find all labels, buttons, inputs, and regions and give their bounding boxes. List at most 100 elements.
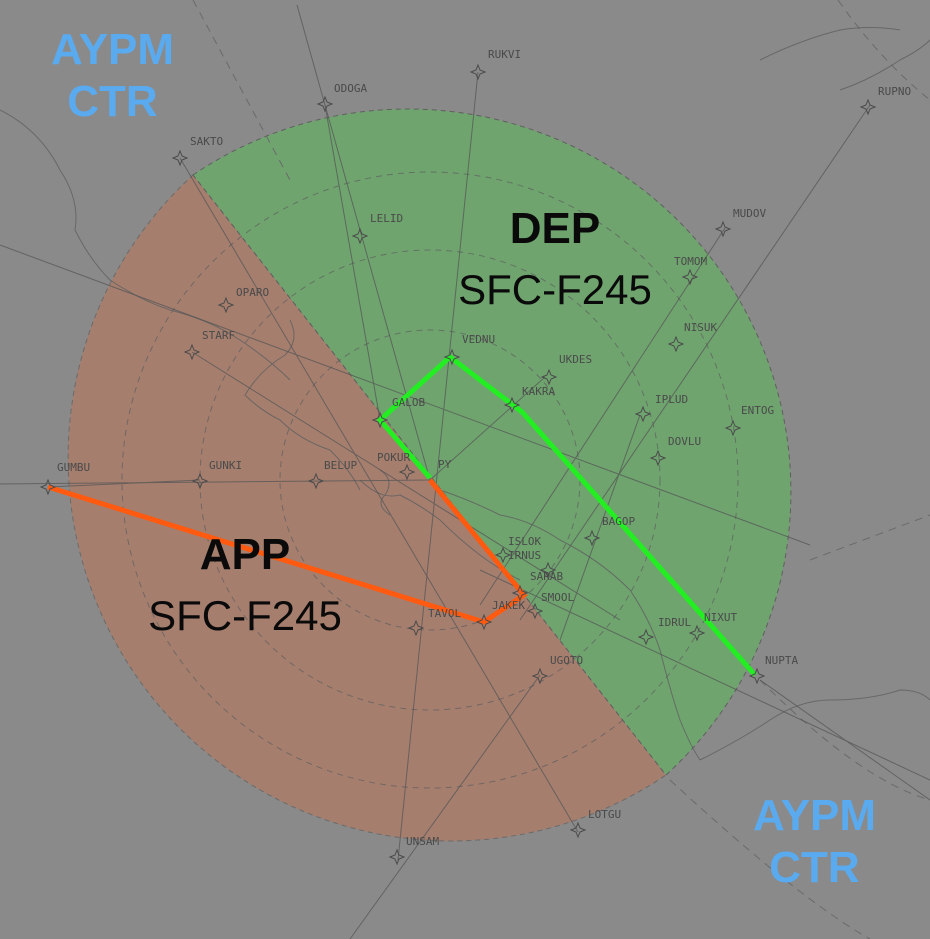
waypoint-bagop: BAGOP <box>583 515 635 547</box>
waypoint-label: SAKTO <box>190 135 223 148</box>
waypoint-label: POKUR <box>377 451 410 464</box>
ctr-label-line2: CTR <box>769 843 860 892</box>
waypoint-galob: GALOB <box>371 396 425 429</box>
waypoint-icon <box>634 405 652 423</box>
waypoint-ukdes: UKDES <box>540 353 592 386</box>
waypoint-tavol: TAVOL <box>407 607 461 637</box>
waypoint-label: RUPNO <box>878 85 911 98</box>
departure-route <box>376 353 757 677</box>
waypoint-label: NUPTA <box>765 654 798 667</box>
waypoint-label: LELID <box>370 212 403 225</box>
waypoint-icon <box>469 63 487 81</box>
waypoint-lelid: LELID <box>351 212 403 245</box>
waypoint-label: IRNUS <box>508 549 541 562</box>
waypoint-icon <box>443 348 461 366</box>
waypoint-label: IDRUL <box>658 616 691 629</box>
ctr-label-top-left: AYPM CTR <box>40 24 185 128</box>
ctr-label-line1: AYPM <box>752 791 877 840</box>
waypoint-icon <box>637 628 655 646</box>
waypoint-label: NISUK <box>684 321 717 334</box>
waypoint-icon <box>191 472 209 490</box>
waypoint-label: STARF <box>202 329 235 342</box>
waypoint-label: IPLUD <box>655 393 688 406</box>
waypoint-icon <box>388 848 406 866</box>
ctr-label-line2: CTR <box>67 77 158 126</box>
waypoint-label: GUNKI <box>209 459 242 472</box>
waypoint-mudov: MUDOV <box>714 207 766 238</box>
approach-sector <box>67 174 667 842</box>
waypoint-icon <box>748 667 766 685</box>
waypoint-rupno: RUPNO <box>859 85 911 116</box>
waypoint-icon <box>494 546 512 564</box>
waypoint-icon <box>351 227 369 245</box>
waypoint-icon <box>307 472 325 490</box>
waypoint-icon <box>859 98 877 116</box>
waypoint-entog: ENTOG <box>724 404 774 437</box>
waypoint-lotgu: LOTGU <box>569 808 621 839</box>
waypoint-label: UKDES <box>559 353 592 366</box>
waypoint-label: ISLOK <box>508 535 541 548</box>
waypoint-icon <box>407 619 425 637</box>
waypoint-label: UGOTO <box>550 654 583 667</box>
waypoint-label: ENTOG <box>741 404 774 417</box>
waypoint-kakra: KAKRA <box>503 385 555 414</box>
waypoint-label: TOMOM <box>674 255 707 268</box>
waypoint-islok: ISLOK <box>494 535 541 564</box>
waypoint-label: KAKRA <box>522 385 555 398</box>
waypoint-idrul: IDRUL <box>637 616 691 646</box>
approach-route <box>47 478 528 625</box>
waypoint-icon <box>475 613 493 631</box>
waypoint-label: MUDOV <box>733 207 766 220</box>
ctr-label-bottom-right: AYPM CTR <box>742 790 887 894</box>
waypoints: RUKVI ODOGA RUPNO SAKTO LELID MUDOV TOMOM OPARO… <box>39 48 911 866</box>
waypoint-rukvi: RUKVI <box>469 48 521 81</box>
waypoint-label: TAVOL <box>428 607 461 620</box>
airways <box>0 4 930 939</box>
waypoint-label: VEDNU <box>462 333 495 346</box>
waypoint-jakek: JAKEK <box>475 599 525 631</box>
waypoint-label: RUKVI <box>488 48 521 61</box>
waypoint-label: LOTGU <box>588 808 621 821</box>
waypoint-label: GUMBU <box>57 461 90 474</box>
waypoint-icon <box>526 602 544 620</box>
approach-sector-altitude: SFC-F245 <box>148 592 342 639</box>
ctr-boundaries <box>192 0 930 939</box>
waypoint-icon <box>540 368 558 386</box>
waypoint-icon <box>531 667 549 685</box>
waypoint-starf: STARF <box>183 329 235 361</box>
waypoint-icon <box>569 821 587 839</box>
waypoint-label: SMOOL <box>541 591 574 604</box>
waypoint-icon <box>371 411 389 429</box>
waypoint-ugoto: UGOTO <box>531 654 583 685</box>
waypoint-icon <box>316 95 334 113</box>
waypoint-label: SARAB <box>530 570 563 583</box>
waypoint-nupta: NUPTA <box>748 654 798 685</box>
waypoint-sakto: SAKTO <box>171 135 223 167</box>
waypoint-label: OPARO <box>236 286 269 299</box>
waypoint-label: ODOGA <box>334 82 367 95</box>
waypoint-icon <box>511 584 529 602</box>
waypoint-nixut: NIXUT <box>688 611 737 642</box>
waypoint-icon <box>39 478 57 496</box>
airport-label: PY <box>438 458 452 471</box>
waypoint-label: DOVLU <box>668 435 701 448</box>
waypoint-label: GALOB <box>392 396 425 409</box>
waypoint-label: BELUP <box>324 459 357 472</box>
waypoint-label: NIXUT <box>704 611 737 624</box>
waypoint-icon <box>398 463 416 481</box>
waypoint-unsam: UNSAM <box>388 835 439 866</box>
waypoint-vednu: VEDNU <box>443 333 495 366</box>
waypoint-iplud: IPLUD <box>634 393 688 423</box>
departure-sector-name: DEP <box>509 204 601 253</box>
waypoint-icon <box>714 220 732 238</box>
waypoint-oparo: OPARO <box>217 286 269 314</box>
waypoint-icon <box>217 296 235 314</box>
waypoint-belup: BELUP <box>307 459 357 490</box>
waypoint-label: BAGOP <box>602 515 635 528</box>
waypoint-icon <box>583 529 601 547</box>
coastline <box>0 27 930 761</box>
waypoint-gunki: GUNKI <box>191 459 242 490</box>
waypoint-icon <box>681 268 699 286</box>
waypoint-icon <box>649 449 667 467</box>
